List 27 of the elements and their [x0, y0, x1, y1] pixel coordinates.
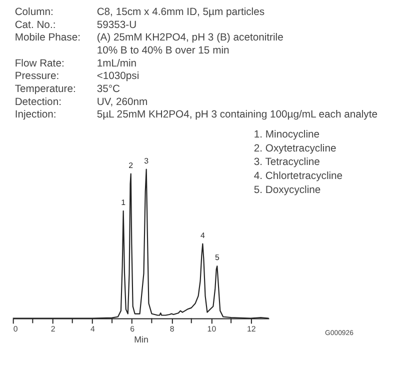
annotation: 4. Chlortetracycline — [254, 170, 343, 182]
x-tick-label: 10 — [207, 324, 217, 334]
text: Detection: UV, 260nm — [14, 96, 148, 108]
x-tick-label: 6 — [130, 324, 136, 334]
text: 2. Oxytetracycline — [254, 143, 336, 154]
x-tick-label: 0 — [13, 324, 18, 334]
x-tick-label: 8 — [170, 324, 175, 334]
text: 1. Minocycline — [254, 129, 320, 140]
annotation: 2 — [128, 160, 134, 170]
text: Temperature: 35°C — [14, 84, 120, 95]
x-tick-label: 2 — [50, 324, 56, 334]
annotation: 3 — [144, 156, 150, 166]
text: Pressure: <1030psi — [14, 71, 140, 82]
text: 3. Tetracycline — [254, 157, 320, 168]
x-tick-label: 4 — [90, 324, 96, 334]
text: 10% B to 40% B over 15 min — [96, 45, 230, 56]
annotation: 1 — [121, 198, 126, 208]
x-axis-title: Min — [134, 334, 148, 344]
text: Injection: 5µL 25mM KH2PO4, pH 3 containing 100µg/mL each analyte — [14, 110, 378, 121]
annotation: 5. Doxycycline — [254, 184, 321, 196]
text: Mobile Phase: (A) 25mM KH2PO4, pH 3 (B) acetonitrile — [14, 32, 284, 44]
text: Cat. No.: 59353-U — [14, 20, 137, 31]
x-tick-label: 12 — [246, 324, 256, 334]
text: Column: C8, 15cm x 4.6mm ID, 5µm particles — [14, 6, 265, 18]
text: Flow Rate: 1mL/min — [14, 58, 137, 70]
annotation: 5 — [214, 253, 220, 262]
annotation: 4 — [200, 230, 206, 240]
